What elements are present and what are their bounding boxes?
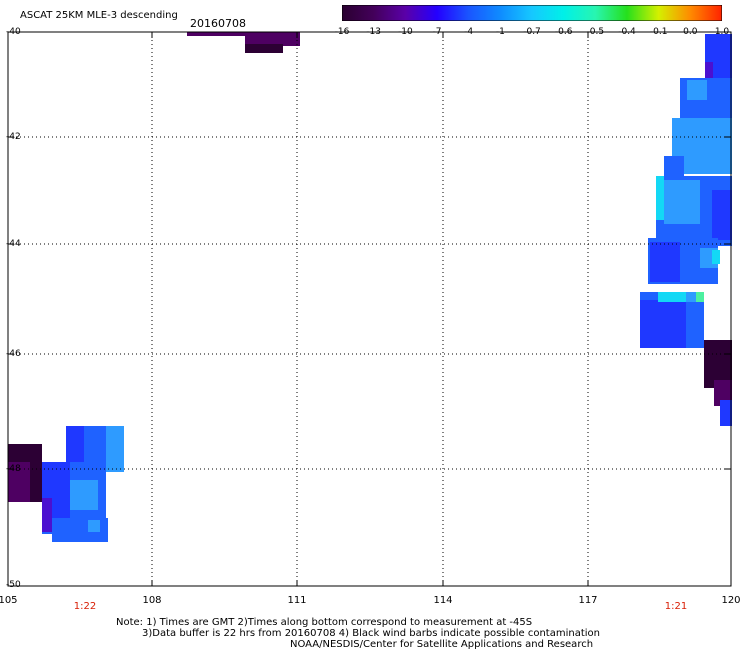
swath-left-purple — [8, 462, 30, 502]
swath-right-cyan-1 — [656, 176, 664, 220]
note-line-1: Note: 1) Times are GMT 2)Times along bot… — [116, 617, 533, 628]
lat-label-44: -44 — [6, 239, 21, 249]
note-line-2: 3)Data buffer is 22 hrs from 20160708 4)… — [142, 628, 600, 639]
swath-left-light-3 — [70, 480, 98, 510]
swath-right-cyan-2 — [712, 250, 720, 264]
swath-right-blue-2 — [650, 242, 680, 282]
swath-right-light-2 — [664, 180, 700, 224]
swath-left-blue-1 — [66, 426, 84, 466]
product-title: ASCAT 25KM MLE-3 descending — [20, 10, 178, 21]
swath-right-edge — [705, 62, 713, 78]
lat-label-48: -48 — [6, 464, 21, 474]
lon-label-114: 114 — [433, 595, 453, 606]
swath-right-block-3 — [664, 156, 684, 180]
swath-right-dark-2 — [714, 380, 732, 406]
time-label-right: 1:21 — [664, 601, 688, 612]
swath-left-light-2 — [88, 520, 100, 532]
swath-top-block — [245, 32, 300, 46]
time-label-left: 1:22 — [73, 601, 97, 612]
swath-right-cyan-3 — [658, 292, 702, 302]
colorbar-gradient — [342, 5, 722, 21]
swath-right-blue-4 — [720, 400, 732, 426]
swath-left-violet — [42, 498, 52, 532]
lon-label-117: 117 — [578, 595, 598, 606]
lat-label-42: -42 — [6, 132, 21, 142]
swath-right-green — [696, 292, 704, 302]
lat-label-50: -50 — [6, 580, 21, 590]
swath-top-tail — [245, 44, 283, 53]
lon-label-108: 108 — [142, 595, 162, 606]
lon-label-120: 120 — [721, 595, 740, 606]
lat-label-40: -40 — [6, 27, 21, 37]
lat-label-46: -46 — [6, 349, 21, 359]
swath-right-blue-1 — [712, 190, 732, 240]
swath-top-strip — [187, 32, 300, 36]
lon-label-111: 111 — [287, 595, 307, 606]
colorbar — [342, 5, 722, 21]
swath-right-blue-3 — [640, 300, 686, 348]
swath-right-light-1 — [687, 80, 707, 100]
lon-label-105: 105 — [0, 595, 18, 606]
map-frame — [7, 31, 732, 587]
swath-right-light-4 — [686, 292, 704, 302]
product-date: 20160708 — [190, 17, 246, 30]
note-line-3: NOAA/NESDIS/Center for Satellite Applica… — [290, 639, 594, 650]
